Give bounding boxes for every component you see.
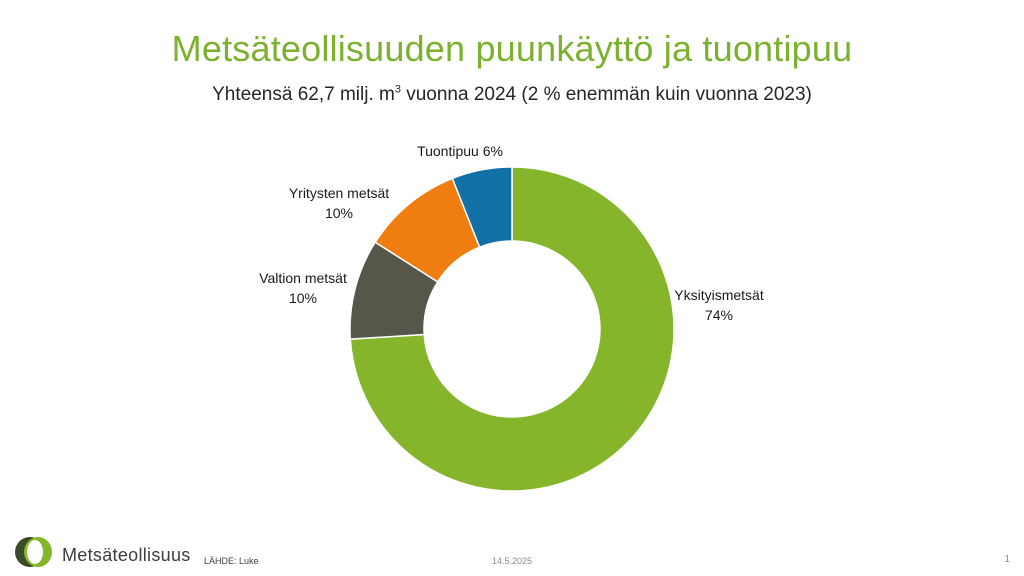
- page-number: 1: [1004, 554, 1010, 565]
- data-label: Tuontipuu 6%: [417, 143, 503, 159]
- slice-yksityismetsät: [349, 166, 675, 492]
- subtitle-text-end: vuonna 2024 (2 % enemmän kuin vuonna 202…: [400, 84, 812, 105]
- chart-subtitle: Yhteensä 62,7 milj. m3 vuonna 2024 (2 % …: [0, 84, 1024, 106]
- data-label: Yksityismetsät 74%: [674, 287, 764, 323]
- subtitle-superscript: 3: [394, 83, 401, 96]
- chart-title: Metsäteollisuuden puunkäyttö ja tuontipu…: [171, 28, 853, 69]
- data-label: Yritysten metsät 10%: [289, 185, 389, 221]
- data-label: Valtion metsät 10%: [259, 270, 347, 306]
- brand-name: Metsäteollisuus: [62, 545, 191, 565]
- footer-date: 14.5.2025: [492, 556, 533, 566]
- source-note: LÄHDE: Luke: [204, 556, 259, 566]
- metsateollisuus-logo-icon: [15, 537, 52, 567]
- subtitle-text-start: Yhteensä 62,7 milj. m: [212, 84, 395, 105]
- slice-tuontipuu: [451, 166, 513, 249]
